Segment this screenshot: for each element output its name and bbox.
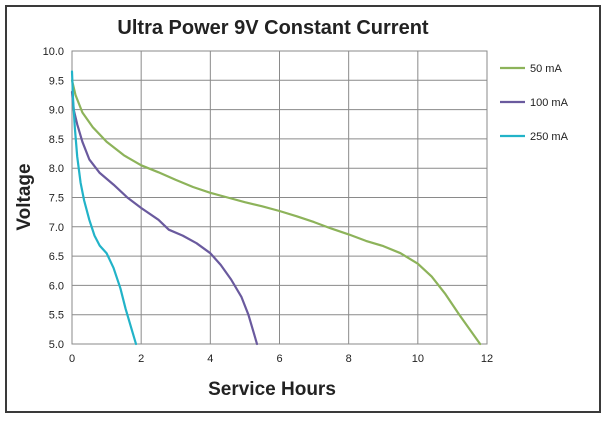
plot-area: [71, 50, 488, 345]
y-tick-label-10: 10.0: [43, 46, 64, 58]
x-tick-label-2: 4: [207, 353, 213, 365]
x-tick-label-6: 12: [481, 353, 493, 365]
legend-label-0: 50 mA: [530, 63, 562, 75]
series-line-50-ma: [70, 79, 482, 346]
y-tick-label-6: 8.0: [49, 163, 64, 175]
series-line-250-ma: [70, 70, 138, 346]
y-tick-label-7: 8.5: [49, 134, 64, 146]
y-axis-label: Voltage: [14, 163, 35, 230]
chart-title: Ultra Power 9V Constant Current: [117, 17, 429, 39]
y-tick-label-2: 6.0: [49, 280, 64, 292]
series-layer: [70, 70, 482, 346]
legend-label-1: 100 mA: [530, 97, 569, 109]
grid-layer: [71, 50, 488, 345]
y-tick-label-9: 9.5: [49, 75, 64, 87]
tick-layer: 0 2 4 6 8 10 12 5.0 5.5 6.0 6.5 7.0 7.5 8.0 8.5 9.0 9.5 1…: [43, 46, 494, 365]
y-tick-label-8: 9.0: [49, 105, 64, 117]
x-tick-label-1: 2: [138, 353, 144, 365]
legend: 50 mA 100 mA 250 mA: [500, 63, 569, 143]
x-tick-label-5: 10: [412, 353, 424, 365]
y-tick-label-3: 6.5: [49, 251, 64, 263]
y-tick-label-5: 7.5: [49, 193, 64, 205]
chart-frame: [5, 5, 601, 413]
x-axis-label: Service Hours: [208, 379, 336, 400]
x-tick-label-4: 8: [346, 353, 352, 365]
x-tick-label-0: 0: [69, 353, 75, 365]
y-tick-label-4: 7.0: [49, 222, 64, 234]
y-tick-label-0: 5.0: [49, 339, 64, 351]
series-line-100-ma: [70, 90, 259, 346]
x-tick-label-3: 6: [276, 353, 282, 365]
legend-label-2: 250 mA: [530, 131, 569, 143]
y-tick-label-1: 5.5: [49, 310, 64, 322]
